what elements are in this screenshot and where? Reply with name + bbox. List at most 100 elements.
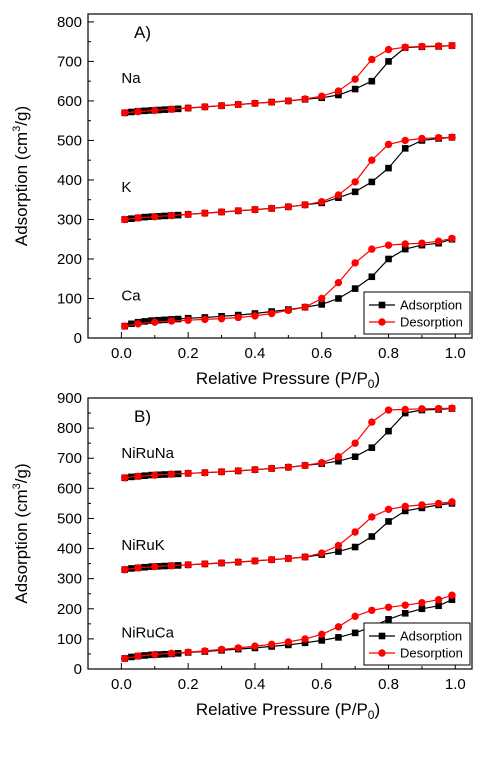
adsorption-point bbox=[174, 315, 182, 323]
desorption-point bbox=[334, 191, 343, 199]
desorption-point bbox=[318, 549, 326, 557]
adsorption-point bbox=[418, 605, 426, 613]
desorption-point bbox=[201, 103, 209, 111]
desorption-point bbox=[401, 43, 409, 51]
x-tick-label: 1.0 bbox=[445, 676, 466, 693]
desorption-point bbox=[201, 647, 209, 655]
desorption-point bbox=[251, 312, 259, 320]
desorption-point bbox=[151, 650, 159, 659]
desorption-point bbox=[201, 560, 209, 568]
desorption-point bbox=[434, 404, 443, 413]
y-tick-label: 800 bbox=[57, 14, 82, 31]
series-label: Ca bbox=[121, 287, 141, 304]
desorption-point bbox=[217, 559, 226, 567]
series-label: Na bbox=[121, 70, 141, 87]
y-tick-label: 500 bbox=[57, 510, 82, 527]
adsorption-point bbox=[335, 295, 342, 302]
adsorption-point bbox=[368, 273, 376, 281]
x-tick-label: 0.6 bbox=[311, 345, 332, 362]
adsorption-point bbox=[335, 91, 342, 99]
series-niruna: NiRuNa bbox=[121, 404, 456, 482]
y-tick-label: 700 bbox=[57, 450, 82, 467]
desorption-point bbox=[151, 318, 159, 326]
y-tick-label: 700 bbox=[57, 53, 82, 70]
desorption-point bbox=[267, 555, 276, 564]
desorption-point bbox=[418, 599, 426, 607]
series-ca: Ca bbox=[121, 234, 456, 330]
desorption-point bbox=[334, 623, 343, 631]
adsorption-point bbox=[385, 58, 392, 65]
adsorption-point bbox=[335, 634, 342, 641]
y-tick-label: 0 bbox=[74, 330, 82, 347]
desorption-point bbox=[384, 406, 393, 414]
desorption-point bbox=[121, 215, 129, 224]
adsorption-point bbox=[351, 543, 359, 551]
desorption-point bbox=[384, 241, 393, 249]
desorption-point bbox=[284, 463, 293, 471]
series-na: Na bbox=[121, 41, 456, 117]
legend: Adsorption Desorption bbox=[363, 291, 471, 335]
desorption-point bbox=[351, 259, 359, 267]
adsorption-point bbox=[154, 316, 162, 324]
desorption-point bbox=[318, 92, 326, 100]
desorption-point bbox=[384, 45, 393, 54]
desorption-point bbox=[167, 105, 176, 113]
adsorption-point bbox=[368, 77, 376, 85]
y-tick-label: 200 bbox=[57, 601, 82, 618]
desorption-point bbox=[267, 309, 276, 318]
desorption-point bbox=[351, 528, 359, 536]
y-tick-label: 300 bbox=[57, 211, 82, 228]
legend-label: Desorption bbox=[400, 315, 463, 330]
panel-label: B) bbox=[134, 407, 151, 426]
desorption-point bbox=[334, 453, 343, 461]
x-tick-label: 1.0 bbox=[445, 345, 466, 362]
adsorption-point bbox=[301, 639, 309, 647]
desorption-point bbox=[184, 648, 192, 656]
desorption-point bbox=[251, 99, 259, 107]
y-tick-label: 200 bbox=[57, 251, 82, 268]
desorption-point bbox=[267, 98, 276, 106]
desorption-point bbox=[384, 603, 393, 611]
desorption-point bbox=[134, 652, 142, 660]
y-tick-label: 800 bbox=[57, 420, 82, 437]
desorption-point bbox=[234, 313, 242, 322]
desorption-point bbox=[401, 405, 409, 414]
desorption-point bbox=[167, 317, 176, 325]
series-label: NiRuK bbox=[121, 537, 164, 554]
desorption-point bbox=[167, 562, 176, 570]
desorption-point bbox=[267, 464, 276, 473]
adsorption-point bbox=[385, 164, 392, 172]
adsorption-point bbox=[351, 629, 359, 637]
adsorption-point bbox=[448, 596, 456, 604]
x-tick-label: 0.2 bbox=[178, 345, 199, 362]
legend-marker bbox=[378, 318, 386, 326]
adsorption-point bbox=[385, 616, 392, 623]
x-tick-label: 0.4 bbox=[245, 676, 266, 693]
desorption-point bbox=[448, 591, 456, 599]
desorption-point bbox=[434, 499, 443, 508]
desorption-point bbox=[318, 294, 326, 303]
desorption-point bbox=[201, 315, 209, 324]
desorption-point bbox=[217, 101, 226, 110]
desorption-point bbox=[184, 561, 192, 569]
desorption-point bbox=[201, 209, 209, 217]
desorption-point bbox=[184, 104, 192, 112]
y-tick-label: 0 bbox=[74, 661, 82, 678]
desorption-point bbox=[284, 306, 293, 315]
desorption-point bbox=[334, 87, 343, 95]
series-niruk: NiRuK bbox=[121, 498, 456, 574]
y-axis-title: Adsorption (cm3/g) bbox=[11, 106, 31, 246]
desorption-point bbox=[368, 606, 376, 614]
desorption-point bbox=[418, 42, 426, 51]
desorption-point bbox=[151, 212, 159, 221]
desorption-point bbox=[217, 314, 226, 323]
desorption-point bbox=[121, 654, 129, 663]
desorption-point bbox=[351, 439, 359, 447]
desorption-point bbox=[251, 205, 259, 214]
series-niruca: NiRuCa bbox=[121, 591, 456, 663]
adsorption-point bbox=[401, 609, 409, 617]
desorption-point bbox=[217, 645, 226, 654]
adsorption-point bbox=[335, 457, 342, 465]
series-label: NiRuCa bbox=[121, 624, 174, 641]
